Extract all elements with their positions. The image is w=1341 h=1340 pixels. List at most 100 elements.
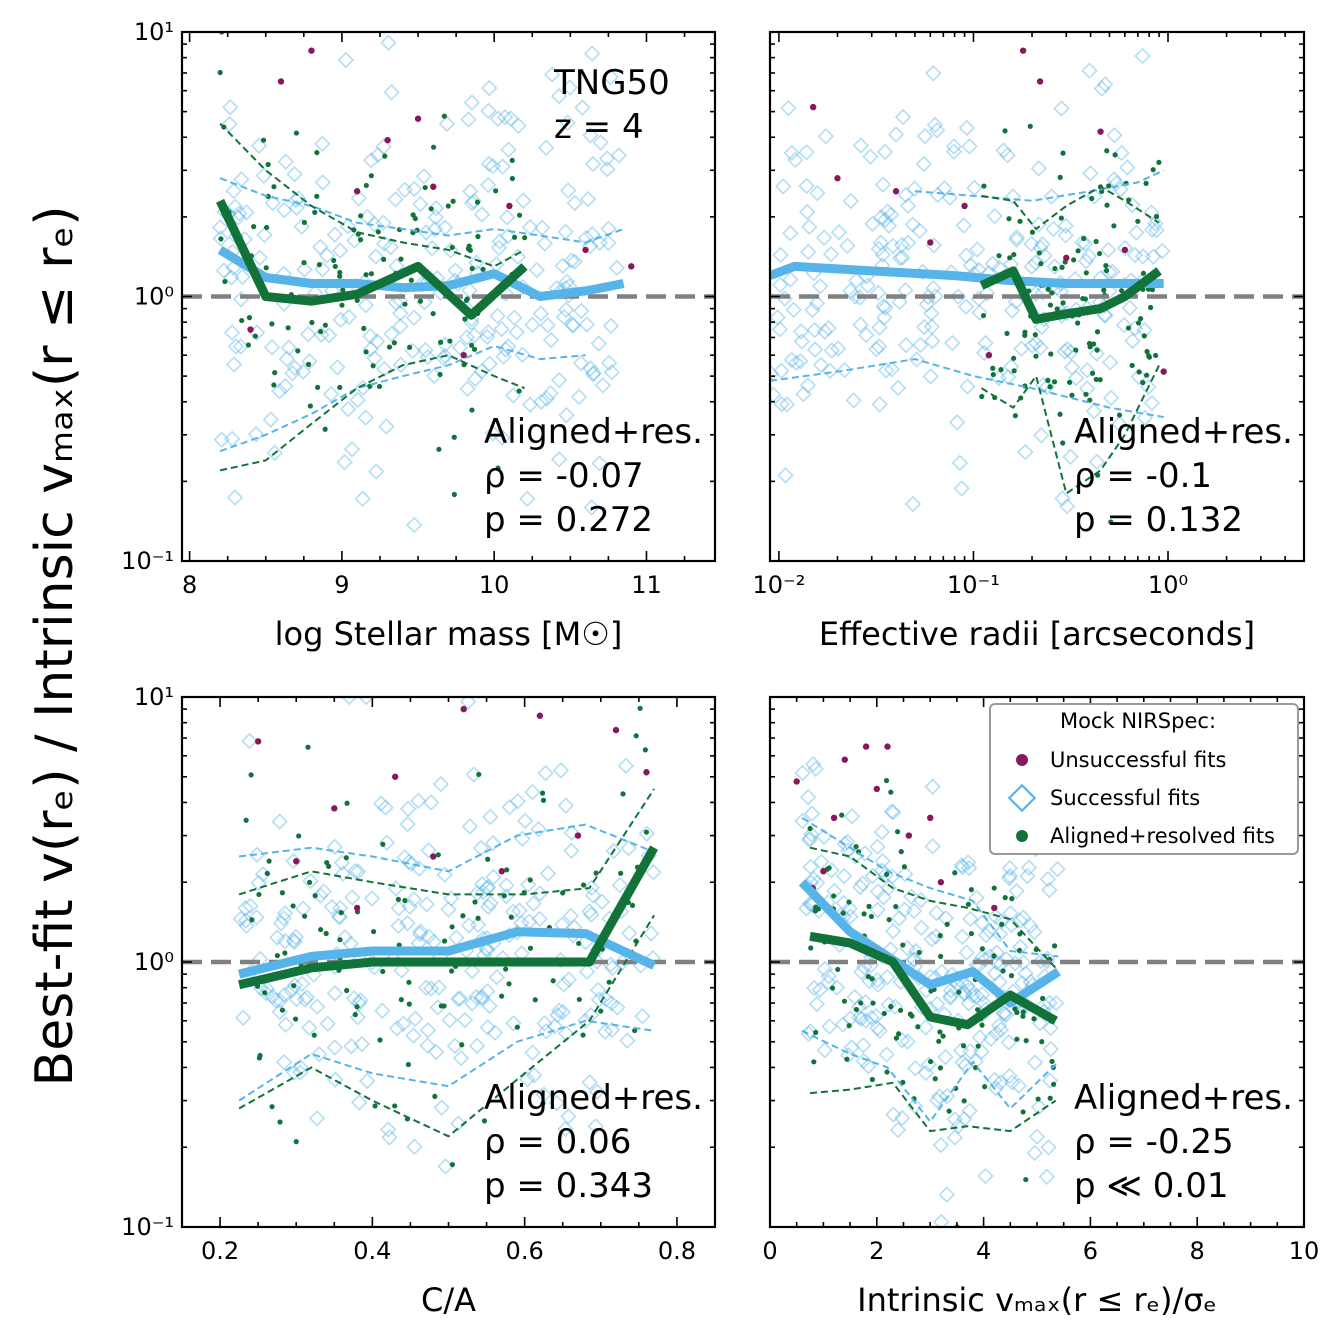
successful-point xyxy=(349,391,366,409)
successful-point xyxy=(817,128,835,145)
successful-point xyxy=(488,256,505,273)
aligned-point xyxy=(506,981,512,987)
x-tick-label: 10⁻² xyxy=(752,571,805,599)
successful-point xyxy=(992,1021,1010,1039)
successful-point xyxy=(912,336,929,354)
successful-point xyxy=(589,981,607,999)
successful-point xyxy=(1023,258,1041,275)
aligned-point xyxy=(1093,376,1099,383)
successful-point xyxy=(603,364,621,381)
successful-point xyxy=(933,1213,950,1227)
aligned-point xyxy=(358,213,364,219)
figure-ylabel: Best-fit v(rₑ) / Intrinsic vₘₐₓ(r ≤ rₑ) xyxy=(25,206,85,1087)
aligned-point xyxy=(405,1061,412,1068)
aligned-point xyxy=(337,384,343,391)
aligned-point xyxy=(866,903,872,909)
successful-point xyxy=(864,215,881,233)
aligned-point xyxy=(527,945,534,951)
aligned-point xyxy=(495,465,501,471)
aligned-median-line xyxy=(216,198,528,320)
successful-point xyxy=(425,933,443,951)
successful-point xyxy=(617,757,635,775)
successful-point xyxy=(276,201,293,219)
successful-point xyxy=(1017,443,1034,461)
successful-point xyxy=(441,1011,458,1029)
successful-point xyxy=(326,226,344,243)
successful-point xyxy=(951,454,969,472)
successful-point xyxy=(599,161,616,178)
x-tick-label: 10 xyxy=(479,571,510,599)
aligned-point xyxy=(576,996,582,1003)
successful-point xyxy=(953,857,970,874)
aligned-point xyxy=(539,790,546,796)
aligned-point xyxy=(508,914,514,920)
aligned-point xyxy=(937,932,943,939)
unsuccessful-point xyxy=(414,115,422,122)
aligned-point xyxy=(593,870,599,876)
aligned-point xyxy=(301,260,307,266)
aligned-point xyxy=(516,388,522,394)
aligned-point xyxy=(1038,261,1044,267)
successful-point xyxy=(950,1117,967,1135)
successful-point xyxy=(783,351,800,369)
successful-point xyxy=(813,853,830,870)
successful-point xyxy=(597,1023,614,1040)
successful-point xyxy=(1033,427,1050,444)
successful-point xyxy=(257,984,275,1002)
successful-point xyxy=(390,899,408,917)
successful-point xyxy=(1063,359,1081,376)
aligned-point xyxy=(422,184,428,191)
successful-point xyxy=(463,314,480,331)
successful-point xyxy=(938,1088,956,1105)
successful-point xyxy=(1043,188,1060,205)
aligned-point xyxy=(1040,995,1046,1001)
successful-point xyxy=(313,326,330,343)
successful-point xyxy=(969,241,986,258)
aligned-point xyxy=(1144,348,1150,355)
successful-point xyxy=(322,385,340,403)
successful-point xyxy=(879,968,896,986)
successful-point xyxy=(484,157,501,175)
successful-point xyxy=(502,110,519,127)
successful-point xyxy=(509,793,526,810)
successful-point xyxy=(897,186,914,204)
successful-point xyxy=(883,361,901,378)
aligned-point xyxy=(632,1027,638,1034)
successful-point xyxy=(603,995,620,1012)
successful-point xyxy=(396,181,414,199)
aligned-point xyxy=(245,342,252,348)
successful-point xyxy=(774,178,792,195)
aligned-point xyxy=(264,224,270,231)
successful-point xyxy=(473,875,491,893)
successful-point xyxy=(961,138,978,155)
aligned-point xyxy=(975,1007,981,1013)
successful-point xyxy=(904,495,922,513)
successful-point xyxy=(377,799,394,816)
successful-point xyxy=(550,87,568,105)
aligned-point xyxy=(1067,379,1073,385)
successful-point xyxy=(857,1012,875,1029)
successful-point xyxy=(532,305,549,322)
aligned-point xyxy=(285,325,291,331)
successful-point xyxy=(469,916,487,933)
panel-mass: 10⁻¹ 10⁰ 10¹ 8 9 10 11 log Stellar mass [M☉] Ali… xyxy=(121,18,717,653)
aligned-point xyxy=(1094,329,1101,335)
successful-point xyxy=(842,192,860,210)
successful-point xyxy=(1154,242,1171,260)
successful-point xyxy=(276,932,294,950)
aligned-point xyxy=(1022,332,1028,339)
successful-point xyxy=(480,155,498,173)
successful-point xyxy=(937,909,955,927)
aligned-point xyxy=(382,153,388,159)
successful-point xyxy=(473,363,491,380)
successful-point xyxy=(860,1057,877,1075)
aligned-median-line xyxy=(809,931,1058,1030)
successful-point xyxy=(907,1060,924,1077)
x-tick-label: 10⁻¹ xyxy=(947,571,1000,599)
aligned-point xyxy=(844,1056,850,1062)
successful-point xyxy=(870,338,888,355)
successful-point xyxy=(966,179,983,196)
successful-point xyxy=(341,697,358,706)
successful-point xyxy=(582,360,599,377)
successful-point xyxy=(359,208,376,226)
